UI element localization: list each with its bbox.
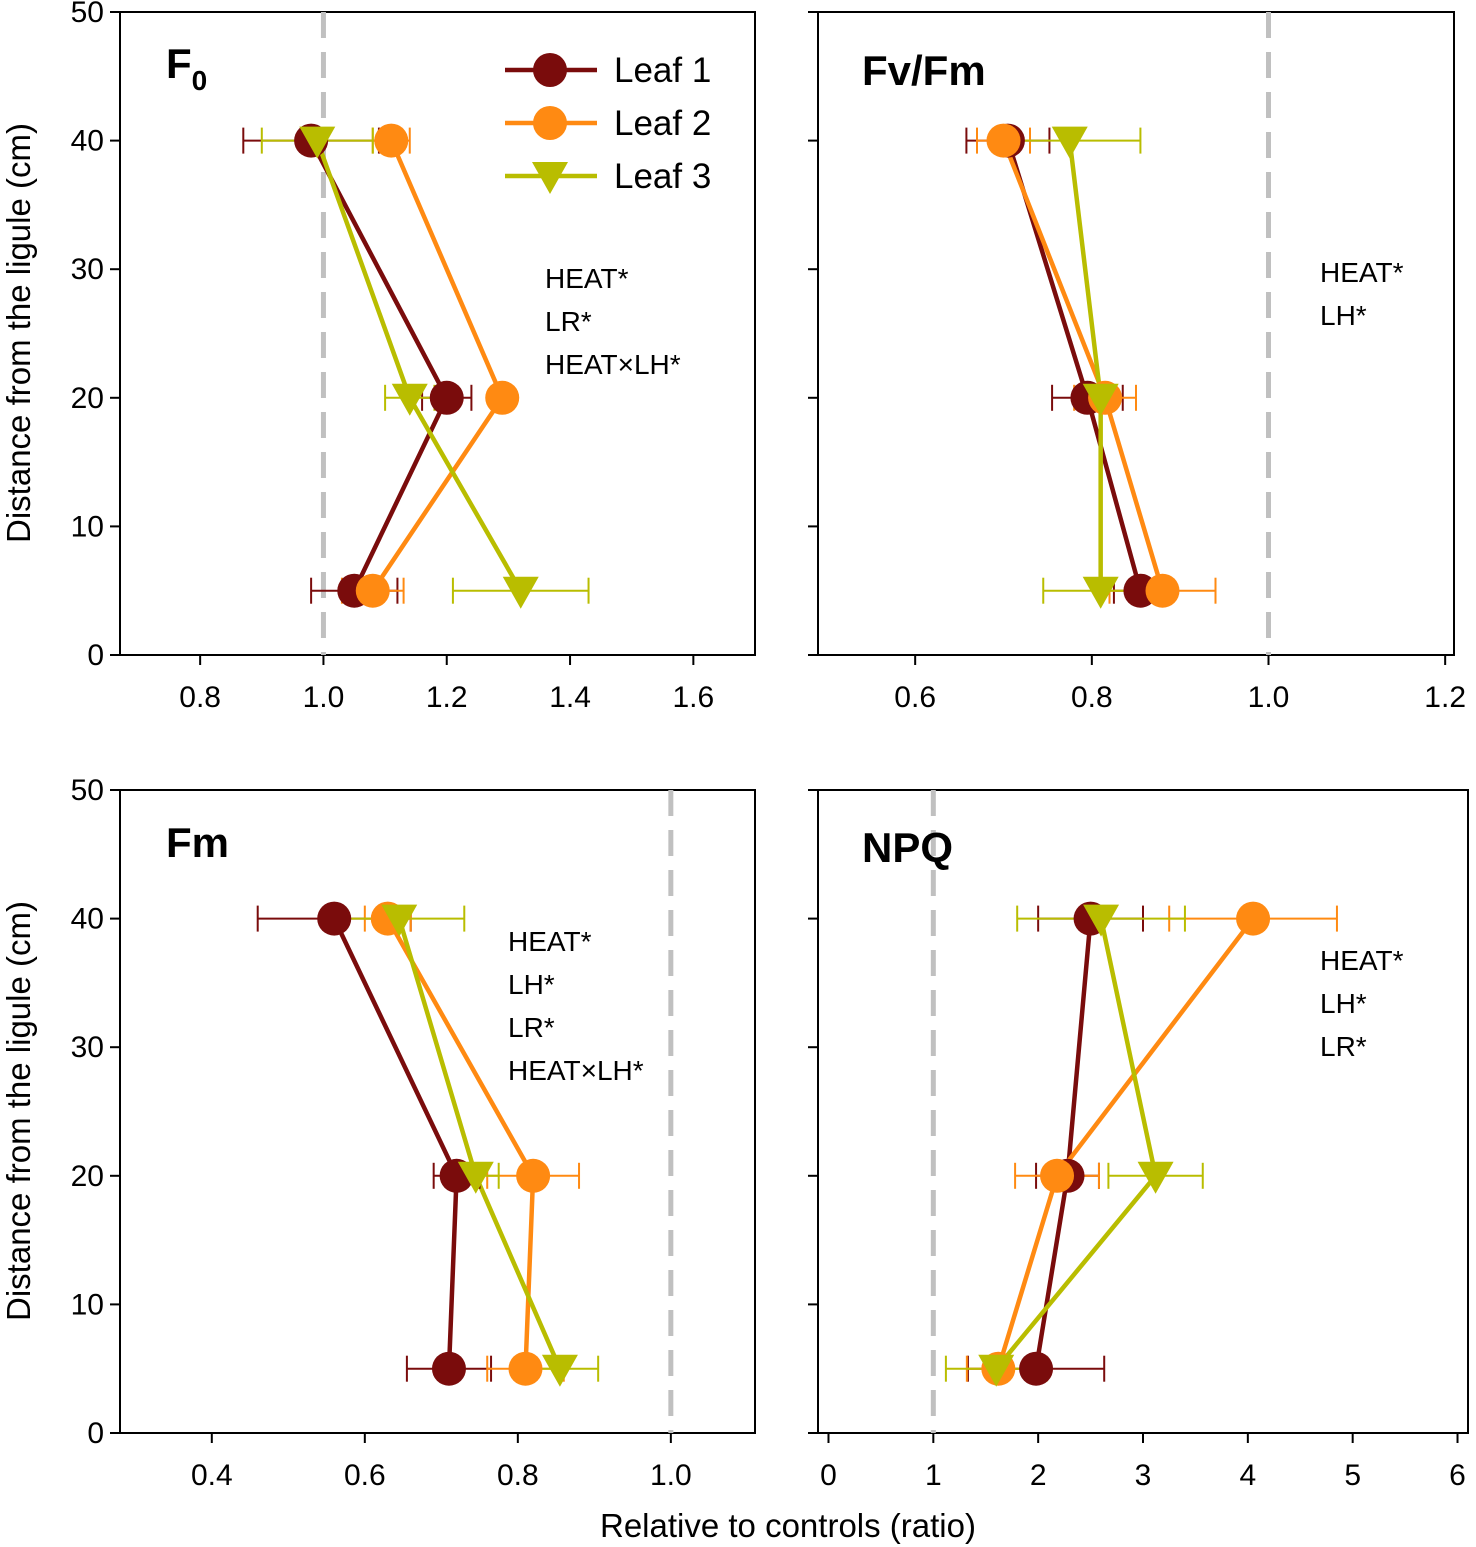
y-axis-title: Distance from the ligule (cm) (0, 901, 37, 1321)
plot-frame (817, 11, 1455, 656)
data-point-leaf-1 (1019, 1351, 1054, 1386)
x-tick-label: 0.8 (497, 1459, 539, 1492)
x-tick-label: 1.2 (1424, 681, 1466, 714)
y-tick-label: 40 (71, 903, 104, 936)
data-point-leaf-3 (541, 1354, 578, 1387)
y-tick-label: 20 (71, 1160, 104, 1193)
data-point-leaf-3 (1083, 904, 1120, 937)
panel-npq: 0 1 2 3 4 5 6 NPQ HEAT* LH* LR* (808, 789, 1469, 1492)
data-point-leaf-3 (502, 576, 539, 609)
x-tick-label: 0.6 (344, 1459, 386, 1492)
x-tick-label: 1.0 (1248, 681, 1290, 714)
legend-marker (533, 53, 567, 87)
data-point-leaf-3 (1082, 383, 1119, 416)
x-tick-label: 1.6 (672, 681, 714, 714)
y-tick-label: 0 (87, 639, 104, 672)
significance-label: HEAT×LH* (508, 1055, 644, 1086)
data-point-leaf-1 (429, 380, 464, 415)
data-point-leaf-3 (381, 904, 418, 937)
y-tick-label: 50 (71, 774, 104, 807)
data-point-leaf-2 (986, 123, 1021, 158)
data-point-leaf-3 (457, 1161, 494, 1194)
legend-label: Leaf 2 (614, 104, 711, 143)
panel-title: NPQ (862, 824, 953, 871)
data-point-leaf-2 (1145, 573, 1180, 608)
x-tick-label: 4 (1239, 1459, 1256, 1492)
data-point-leaf-3 (299, 126, 336, 159)
data-point-leaf-2 (508, 1351, 543, 1386)
significance-label: LR* (545, 306, 592, 337)
panel-title: Fv/Fm (862, 47, 986, 94)
data-point-leaf-2 (374, 123, 409, 158)
x-tick-label: 6 (1449, 1459, 1466, 1492)
x-tick-label: 5 (1344, 1459, 1361, 1492)
significance-label: HEAT×LH* (545, 349, 681, 380)
panel-title-subscript: 0 (192, 65, 208, 96)
significance-label: HEAT* (1320, 257, 1404, 288)
data-point-leaf-3 (1137, 1161, 1174, 1194)
series-line-leaf-1 (309, 139, 450, 592)
panel-fvfm: 0.6 0.8 1.0 1.2 Fv/Fm HEAT* LH* (808, 11, 1466, 714)
x-tick-label: 1 (925, 1459, 942, 1492)
y-tick-label: 10 (71, 510, 104, 543)
x-tick-label: 1.0 (303, 681, 345, 714)
legend-marker (532, 162, 568, 194)
y-tick-label: 20 (71, 382, 104, 415)
legend-label: Leaf 3 (614, 157, 711, 196)
x-tick-label: 2 (1030, 1459, 1047, 1492)
y-axis-title: Distance from the ligule (cm) (0, 123, 37, 543)
series-line-leaf-2 (996, 917, 1255, 1370)
y-tick-label: 30 (71, 1031, 104, 1064)
data-point-leaf-1 (431, 1351, 466, 1386)
x-tick-label: 0 (820, 1459, 837, 1492)
legend-label: Leaf 1 (614, 51, 711, 90)
panel-f0: 0 10 20 30 40 50 0.8 1.0 1.2 1.4 1.6 F0 HEAT* LR* HEAT… (71, 0, 756, 714)
x-tick-label: 0.6 (894, 681, 936, 714)
data-point-leaf-2 (485, 380, 520, 415)
x-tick-label: 3 (1135, 1459, 1152, 1492)
x-tick-label: 0.8 (1071, 681, 1113, 714)
x-tick-label: 0.8 (179, 681, 221, 714)
data-point-leaf-3 (1082, 576, 1119, 609)
data-point-leaf-2 (355, 573, 390, 608)
significance-label: LR* (508, 1012, 555, 1043)
data-point-leaf-2 (1040, 1158, 1075, 1193)
x-axis-title: Relative to controls (ratio) (600, 1507, 976, 1544)
y-tick-label: 30 (71, 253, 104, 286)
data-point-leaf-2 (1236, 901, 1271, 936)
significance-label: HEAT* (545, 263, 629, 294)
x-tick-label: 1.0 (650, 1459, 692, 1492)
significance-label: LH* (508, 969, 555, 1000)
significance-label: HEAT* (508, 926, 592, 957)
legend-marker (533, 106, 567, 140)
y-tick-label: 10 (71, 1288, 104, 1321)
x-tick-label: 0.4 (191, 1459, 233, 1492)
significance-label: LH* (1320, 300, 1367, 331)
y-tick-label: 0 (87, 1417, 104, 1450)
plot-frame (119, 11, 756, 656)
significance-label: HEAT* (1320, 945, 1404, 976)
data-point-leaf-3 (1051, 126, 1088, 159)
data-point-leaf-3 (391, 383, 428, 416)
y-tick-label: 50 (71, 0, 104, 29)
plot-frame (119, 789, 756, 1434)
significance-label: LR* (1320, 1031, 1367, 1062)
series-line-leaf-1 (332, 917, 459, 1369)
y-tick-label: 40 (71, 125, 104, 158)
x-tick-label: 1.4 (549, 681, 591, 714)
data-point-leaf-1 (317, 901, 352, 936)
panel-title: F0 (166, 40, 207, 96)
x-tick-label: 1.2 (426, 681, 468, 714)
data-point-leaf-3 (978, 1354, 1015, 1387)
legend: Leaf 1 Leaf 2 Leaf 3 (505, 51, 711, 196)
data-point-leaf-2 (516, 1158, 551, 1193)
significance-label: LH* (1320, 988, 1367, 1019)
panel-title: Fm (166, 819, 229, 866)
panel-fm: 0 10 20 30 40 50 0.4 0.6 0.8 1.0 Fm HEAT* LH* LR* HEAT… (71, 774, 756, 1492)
series-line-leaf-3 (1067, 140, 1103, 591)
